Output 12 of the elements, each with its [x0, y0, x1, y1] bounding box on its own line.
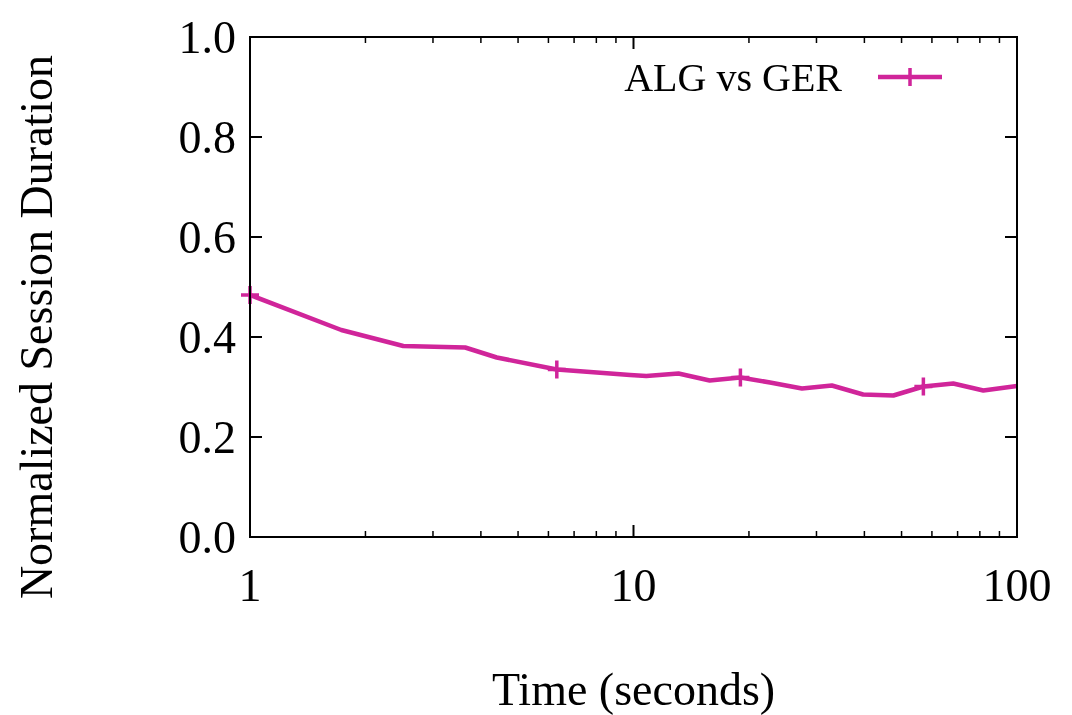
y-tick-label: 0.4	[178, 312, 236, 364]
x-tick-label: 100	[982, 560, 1052, 611]
y-tick-label: 0.8	[178, 112, 236, 164]
x-tick-label: 1	[238, 560, 262, 611]
y-tick-label: 0.6	[178, 212, 236, 264]
y-tick-label: 0.2	[178, 412, 236, 464]
y-tick-label: 0.0	[178, 512, 236, 564]
x-axis-title: Time (seconds)	[491, 664, 776, 715]
y-axis-title: Normalized Session Duration	[11, 54, 62, 600]
y-tick-label: 1.0	[178, 12, 236, 64]
legend-label: ALG vs GER	[624, 55, 843, 100]
x-tick-label: 10	[610, 560, 657, 611]
